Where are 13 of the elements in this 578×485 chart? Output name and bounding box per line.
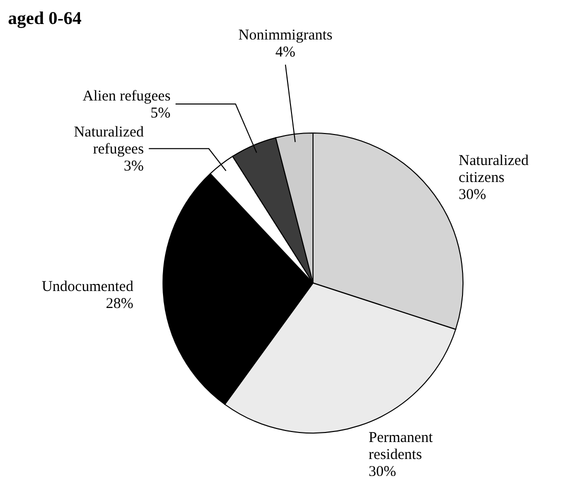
- slice-label: Undocumented: [42, 278, 134, 295]
- data-label: 30%: [458, 187, 486, 204]
- data-label: 30%: [368, 464, 396, 480]
- slice-label: Permanent residents: [368, 430, 434, 464]
- data-label: 5%: [150, 106, 171, 122]
- slice-label: Naturalized citizens: [458, 153, 530, 186]
- data-label: 28%: [106, 296, 134, 312]
- chart-title: aged 0-64: [8, 8, 82, 29]
- data-label: 4%: [275, 44, 296, 61]
- slice-label: Naturalized refugees: [74, 124, 144, 158]
- slice-label: Alien refugees: [82, 88, 171, 105]
- slice-label: Nonimmigrants: [238, 28, 333, 44]
- data-label: 3%: [124, 158, 144, 175]
